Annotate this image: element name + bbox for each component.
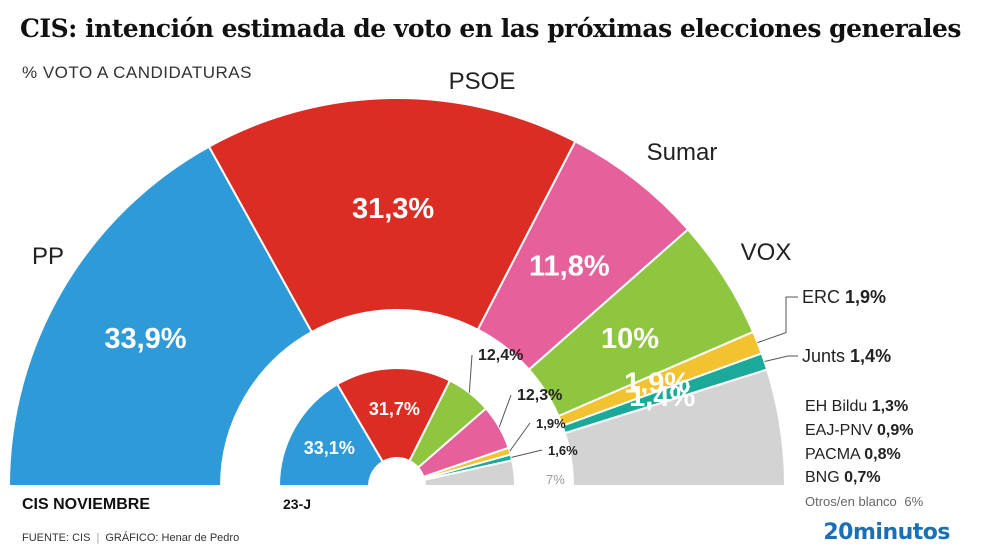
legend-ehbildu: EH Bildu 1,3% [805,398,908,416]
source-fuente: FUENTE: CIS [22,532,91,544]
source-separator: | [96,532,100,544]
leader-line-erc [757,296,798,344]
legend-bng-name: BNG [805,469,840,486]
inner-value-label-pp: 33,1% [304,438,355,458]
legend-otros: Otros/en blanco 6% [805,494,923,509]
inner-leader-junts [511,449,543,458]
inner-slice-otros [423,459,517,487]
inner-ring-label: 23-J [283,496,311,512]
outer-value-label-erc: 1,9% [624,368,690,400]
outer-slice-otros [563,368,787,487]
legend-eajpnv: EAJ-PNV 0,9% [805,422,914,440]
legend-eajpnv-value: 0,9% [877,422,914,439]
legend-eajpnv-name: EAJ-PNV [805,422,873,439]
inner-slice-pp [277,382,385,487]
outer-value-label-vox: 10% [601,323,659,355]
legend-bng: BNG 0,7% [805,469,881,487]
source-grafico: GRÁFICO: Henar de Pedro [105,532,240,544]
outer-slice-psoe [207,97,577,334]
outer-slice-pp [7,145,314,487]
leader-line-junts [764,355,798,362]
outer-value-label-psoe: 31,3% [352,193,434,225]
legend-erc-name: ERC [802,287,841,307]
party-label-pp: PP [32,243,64,270]
legend-junts-value: 1,4% [850,346,892,366]
party-label-psoe: PSOE [449,68,516,95]
inner-value-label-vox: 12,4% [478,347,523,364]
legend-otros-name: Otros/en blanco [805,494,897,509]
inner-value-label-junts: 1,6% [548,443,578,458]
inner-leader-sumar [498,394,512,428]
party-label-sumar: Sumar [647,139,718,166]
legend-erc: ERC 1,9% [802,287,886,308]
legend-ehbildu-value: 1,3% [871,398,909,415]
inner-leader-vox [468,354,473,393]
outer-value-label-junts: 1,4% [629,381,695,413]
source-line: FUENTE: CIS | GRÁFICO: Henar de Pedro [22,532,239,544]
inner-value-label-psoe: 31,7% [369,399,420,419]
party-label-vox: VOX [741,239,792,266]
legend-junts-name: Junts [802,346,846,366]
legend-bng-value: 0,7% [844,469,881,486]
legend-erc-value: 1,9% [845,287,887,307]
inner-value-label-otros: 7% [546,472,565,487]
outer-ring-label: CIS NOVIEMBRE [22,496,150,513]
outer-value-label-sumar: 11,8% [529,250,610,282]
brand-logo: 20minutos [823,520,950,545]
legend-otros-value: 6% [904,494,924,509]
page-title: CIS: intención estimada de voto en las p… [20,14,961,43]
legend-pacma-name: PACMA [805,446,860,463]
inner-slice-psoe [335,367,452,464]
inner-leader-erc [509,422,531,452]
outer-value-label-pp: 33,9% [104,323,186,355]
inner-value-label-sumar: 12,3% [517,387,562,404]
legend-pacma-value: 0,8% [864,446,901,463]
legend-junts: Junts 1,4% [802,346,891,367]
inner-value-label-erc: 1,9% [536,416,566,431]
legend-pacma: PACMA 0,8% [805,446,901,464]
legend-ehbildu-name: EH Bildu [805,398,868,415]
chart-subtitle: % VOTO A CANDIDATURAS [22,63,252,82]
